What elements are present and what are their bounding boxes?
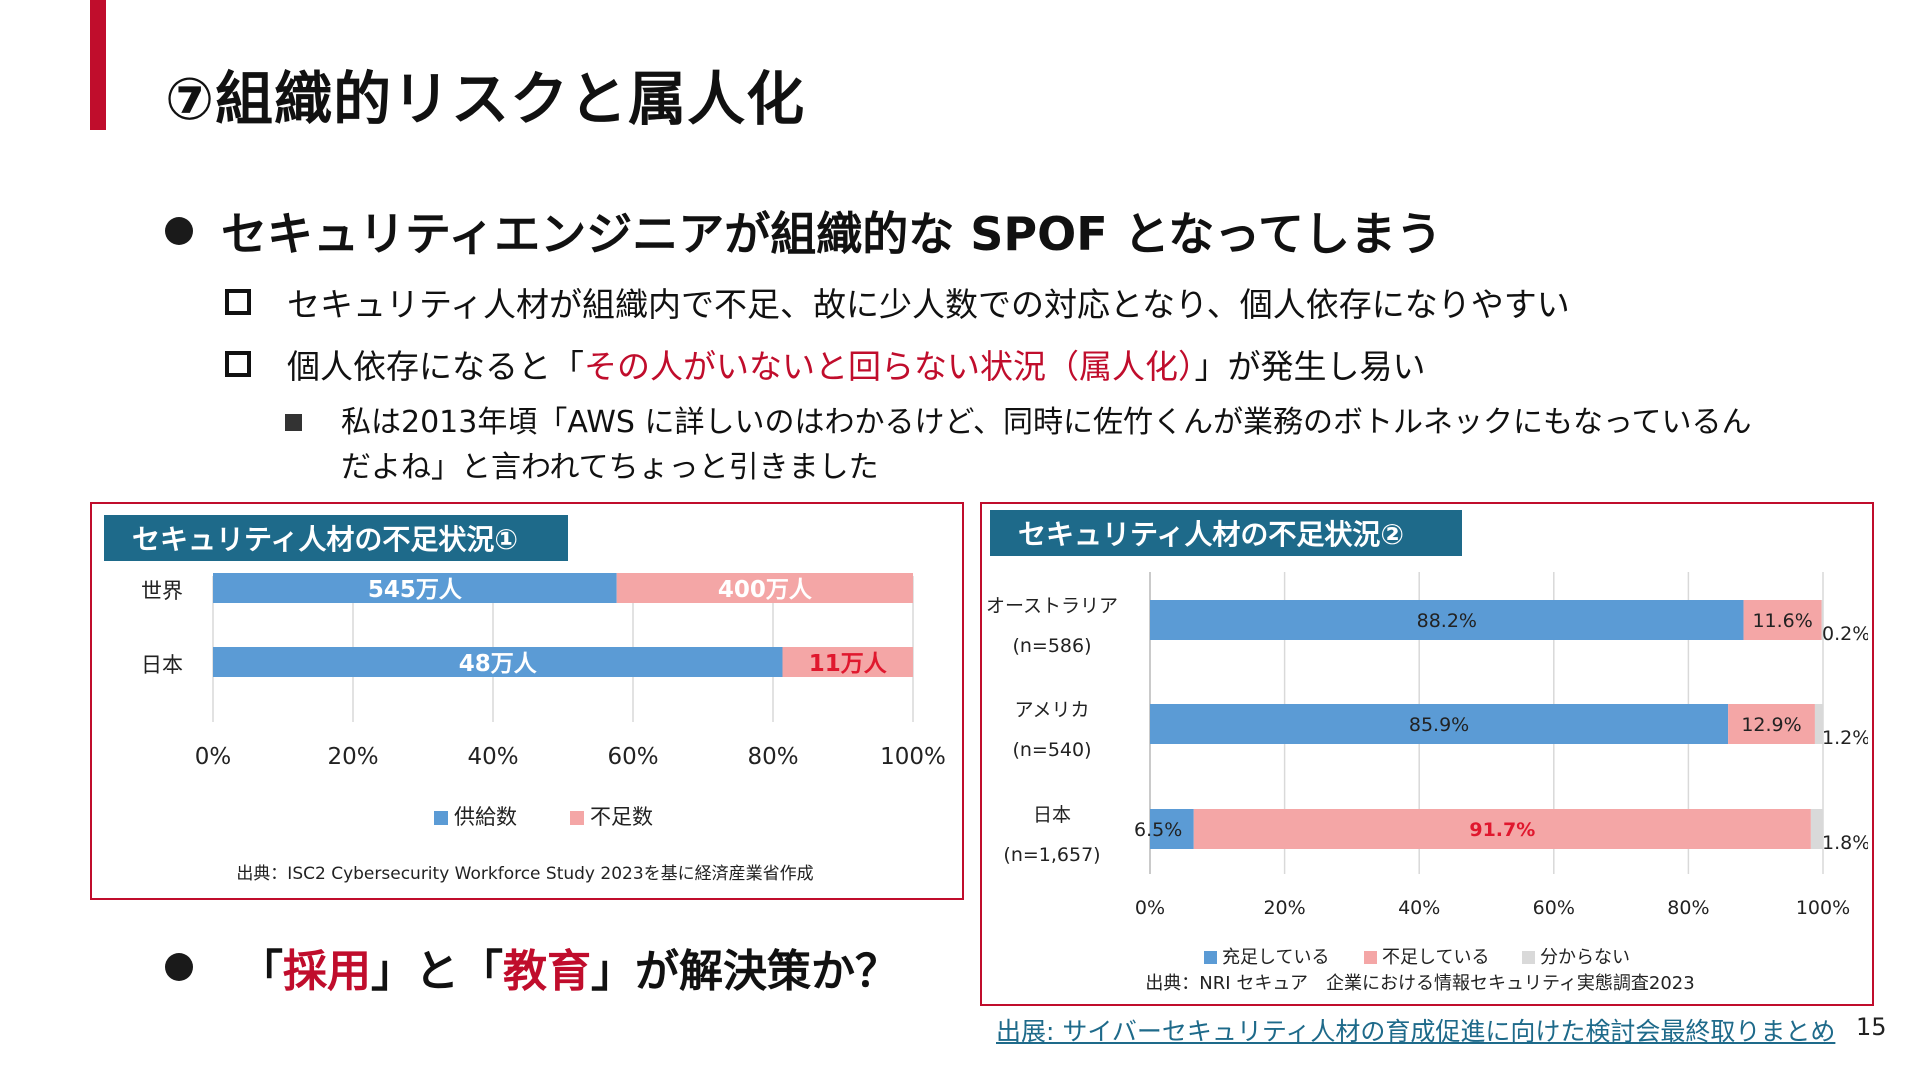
chart-source: 出典：ISC2 Cybersecurity Workforce Study 20… [236,864,813,884]
x-tick-label: 40% [467,744,518,770]
solution-part-a: 「 [239,946,283,997]
category-n-label: (n=1,657) [1003,844,1100,866]
bar-segment [616,573,913,603]
title-accent-bar [90,0,106,130]
category-label: 世界 [141,579,183,603]
sub2-highlight: その人がいないと回らない状況（属人化） [584,347,1195,386]
bullet-spof: セキュリティエンジニアが組織的な SPOF となってしまう [165,198,1442,264]
data-label: 11万人 [809,651,888,677]
data-label: 11.6% [1752,610,1812,632]
bar-segment [1821,600,1823,640]
chart-source: 出典：NRI セキュア 企業における情報セキュリティ実態調査2023 [1145,973,1694,994]
x-tick-label: 20% [327,744,378,770]
bar-segment [1150,600,1744,640]
filled-square-bullet-icon [285,414,302,431]
data-label: 545万人 [368,577,463,603]
legend-swatch [1522,951,1535,964]
x-tick-label: 60% [607,744,658,770]
bar-segment [1150,809,1194,849]
x-tick-label: 80% [1667,897,1709,919]
slide-title: ⑦組織的リスクと属人化 [165,65,806,133]
bar-segment [782,647,913,677]
x-tick-label: 40% [1398,897,1440,919]
data-label: 1.8% [1822,832,1868,854]
bar-segment [1814,704,1823,744]
bar-segment [1810,809,1823,849]
bar-segment [1743,600,1822,640]
legend-label: 供給数 [454,805,517,829]
data-label: 6.5% [1134,819,1182,841]
sub2-prefix: 個人依存になると「 [287,347,584,386]
sub-bullet-shortage: セキュリティ人材が組織内で不足、故に少人数での対応となり、個人依存になりやすい [225,278,1570,326]
bullet-dot-icon [165,217,193,245]
category-label: 日本 [141,653,183,677]
sub2-suffix: 」が発生し易い [1194,347,1426,386]
data-label: 1.2% [1822,727,1868,749]
data-label: 48万人 [459,651,538,677]
data-label: 88.2% [1417,610,1477,632]
chart2-svg: 0% 20% 40% 60% 80% 100% オーストラリア (n=586) 88.2% 11.… [986,572,1868,994]
bullet-solution-text: 「採用」と「教育」が解決策か？ [239,935,899,999]
legend-label: 不足している [1382,947,1489,968]
category-n-label: (n=586) [1012,635,1091,657]
category-label: オーストラリア [986,595,1118,617]
category-label: アメリカ [1014,699,1089,721]
sub-bullet-dependency: 個人依存になると「その人がいないと回らない状況（属人化）」が発生し易い [225,340,1426,388]
solution-part-c: 」が解決策か？ [591,946,899,997]
legend-label: 充足している [1222,947,1329,968]
category-n-label: (n=540) [1012,739,1091,761]
legend-label: 分からない [1540,947,1630,968]
hollow-square-bullet-icon [225,289,251,315]
x-tick-label: 100% [880,744,946,770]
chart-panel-2: セキュリティ人材の不足状況② 0% 20% 40% 60% 80% 100% オーストラリア… [980,502,1874,1006]
page-number: 15 [1856,1013,1887,1041]
category-label: 日本 [1033,804,1071,826]
bullet-spof-text: セキュリティエンジニアが組織的な SPOF となってしまう [221,207,1442,261]
x-tick-label: 20% [1263,897,1305,919]
solution-hiring: 採用 [283,946,371,997]
data-label: 12.9% [1741,714,1801,736]
legend-swatch [434,811,448,825]
x-tick-label: 80% [747,744,798,770]
legend-swatch [1204,951,1217,964]
chart-panel-1: セキュリティ人材の不足状況① 0% 20% 40% 60% 80% 100% 世界 545万人… [90,502,964,900]
source-link[interactable]: 出展: サイバーセキュリティ人材の育成促進に向けた検討会最終取りまとめ [996,1017,1836,1046]
sub-bullet-shortage-text: セキュリティ人材が組織内で不足、故に少人数での対応となり、個人依存になりやすい [287,285,1570,324]
bar-segment [213,647,783,677]
chart2-title: セキュリティ人材の不足状況② [990,510,1462,556]
bar-segment [1150,704,1729,744]
data-label: 0.2% [1822,623,1868,645]
note-anecdote: 私は2013年頃「AWS に詳しいのはわかるけど、同時に佐竹くんが業務のボトルネ… [285,400,1785,490]
legend-swatch [570,811,584,825]
sub-bullet-dependency-text: 個人依存になると「その人がいないと回らない状況（属人化）」が発生し易い [287,340,1426,388]
bar-segment [1193,809,1811,849]
bar-segment [1728,704,1815,744]
x-tick-label: 60% [1533,897,1575,919]
x-tick-label: 100% [1796,897,1850,919]
note-anecdote-text: 私は2013年頃「AWS に詳しいのはわかるけど、同時に佐竹くんが業務のボトルネ… [341,405,1752,485]
solution-education: 教育 [503,946,591,997]
data-label: 400万人 [718,577,813,603]
bullet-solution: 「採用」と「教育」が解決策か？ [165,935,899,999]
bar-segment [213,573,617,603]
x-tick-label: 0% [1135,897,1165,919]
legend-label: 不足数 [590,805,653,829]
data-label: 85.9% [1409,714,1469,736]
solution-part-b: 」と「 [371,946,503,997]
x-tick-label: 0% [195,744,232,770]
bullet-dot-icon [165,953,193,981]
legend-swatch [1364,951,1377,964]
data-label: 91.7% [1469,819,1535,841]
chart1-title: セキュリティ人材の不足状況① [104,515,568,561]
hollow-square-bullet-icon [225,351,251,377]
